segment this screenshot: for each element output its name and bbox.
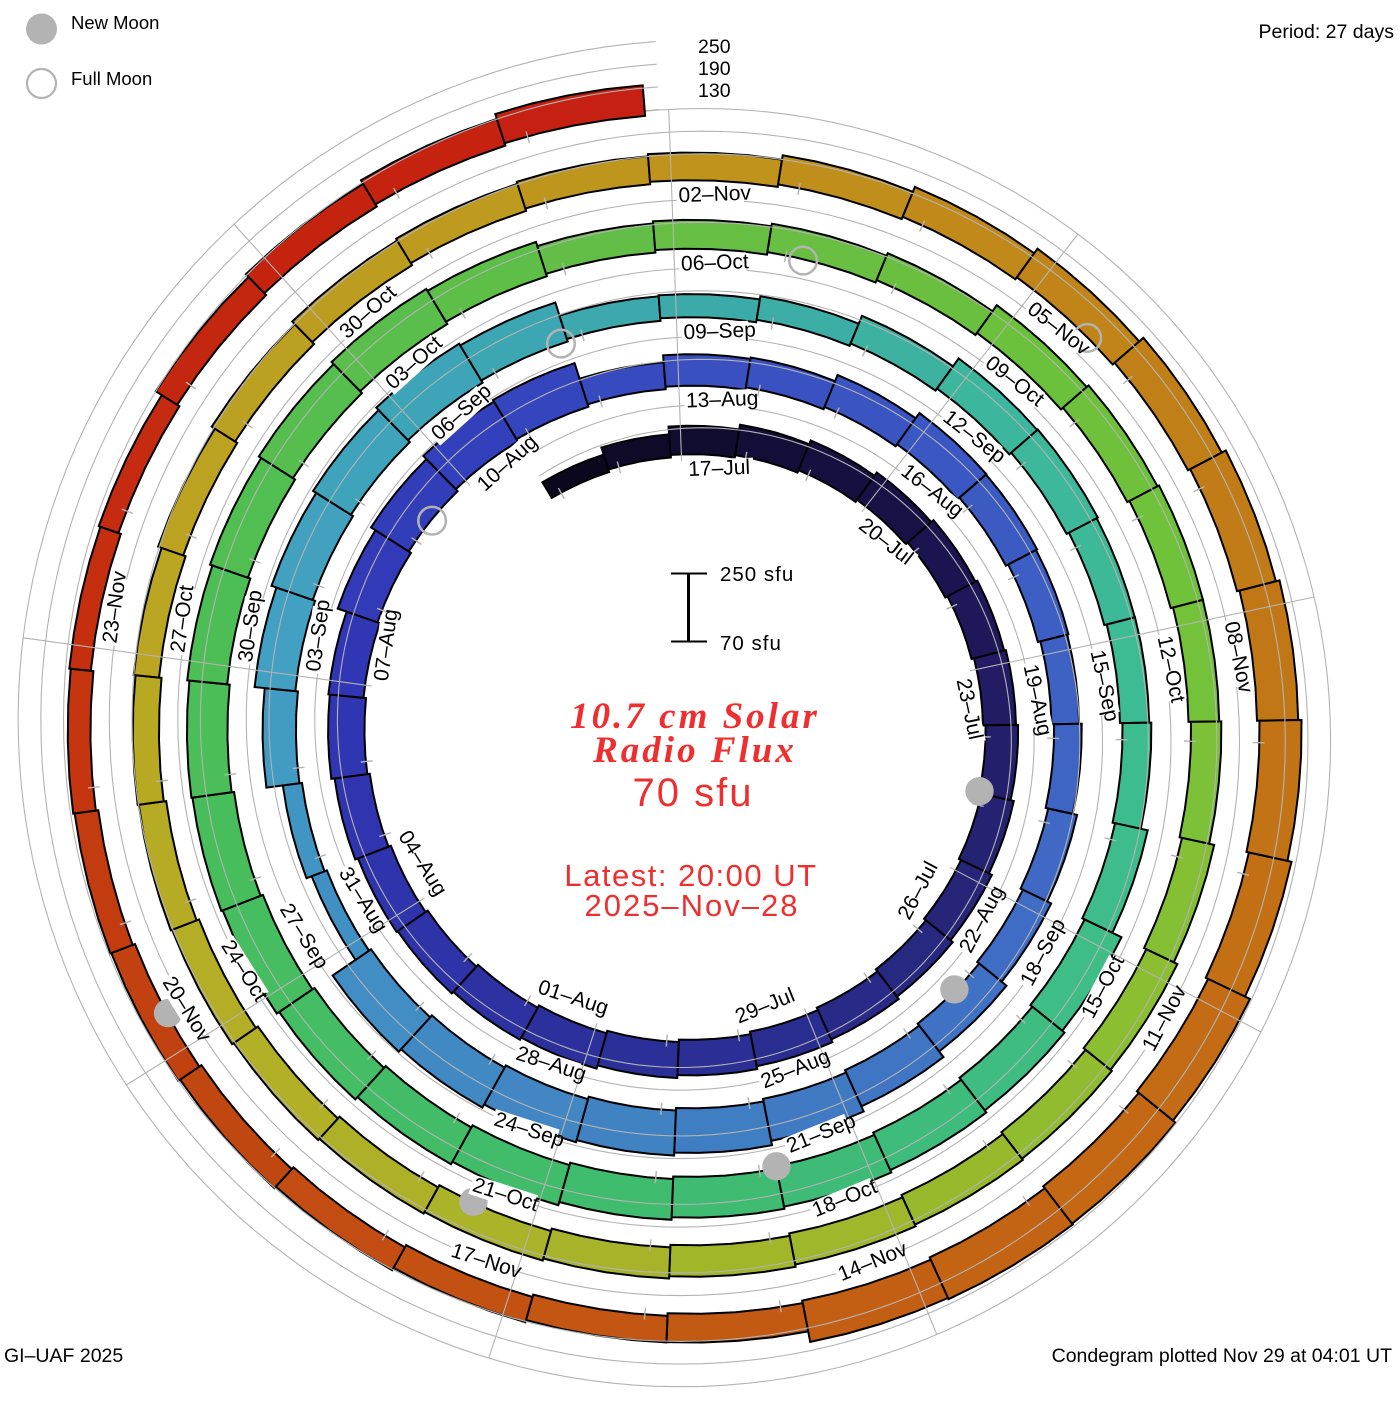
svg-text:13–Aug: 13–Aug <box>686 387 759 413</box>
svg-text:190: 190 <box>698 58 731 80</box>
svg-text:09–Sep: 09–Sep <box>683 318 756 344</box>
svg-text:130: 130 <box>698 80 731 102</box>
svg-text:Radio Flux: Radio Flux <box>592 730 797 771</box>
svg-text:06–Oct: 06–Oct <box>681 250 750 275</box>
svg-text:70 sfu: 70 sfu <box>720 632 782 655</box>
svg-text:17–Jul: 17–Jul <box>688 456 751 481</box>
svg-text:Period: 27 days: Period: 27 days <box>1258 21 1394 43</box>
svg-text:Full Moon: Full Moon <box>71 68 152 89</box>
svg-text:250: 250 <box>698 36 731 58</box>
svg-text:GI–UAF 2025: GI–UAF 2025 <box>4 1345 123 1367</box>
svg-text:02–Nov: 02–Nov <box>678 182 752 208</box>
svg-text:70 sfu: 70 sfu <box>633 771 754 815</box>
svg-text:Condegram plotted Nov 29 at 04: Condegram plotted Nov 29 at 04:01 UT <box>1052 1345 1392 1367</box>
svg-text:2025–Nov–28: 2025–Nov–28 <box>584 888 799 923</box>
svg-text:250 sfu: 250 sfu <box>720 563 794 586</box>
svg-text:New Moon: New Moon <box>71 12 159 33</box>
